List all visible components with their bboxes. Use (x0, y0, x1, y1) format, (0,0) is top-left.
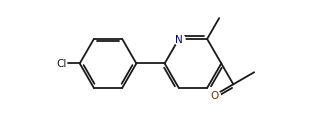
Text: N: N (175, 35, 183, 45)
Text: Cl: Cl (56, 59, 67, 69)
Text: O: O (211, 90, 219, 100)
